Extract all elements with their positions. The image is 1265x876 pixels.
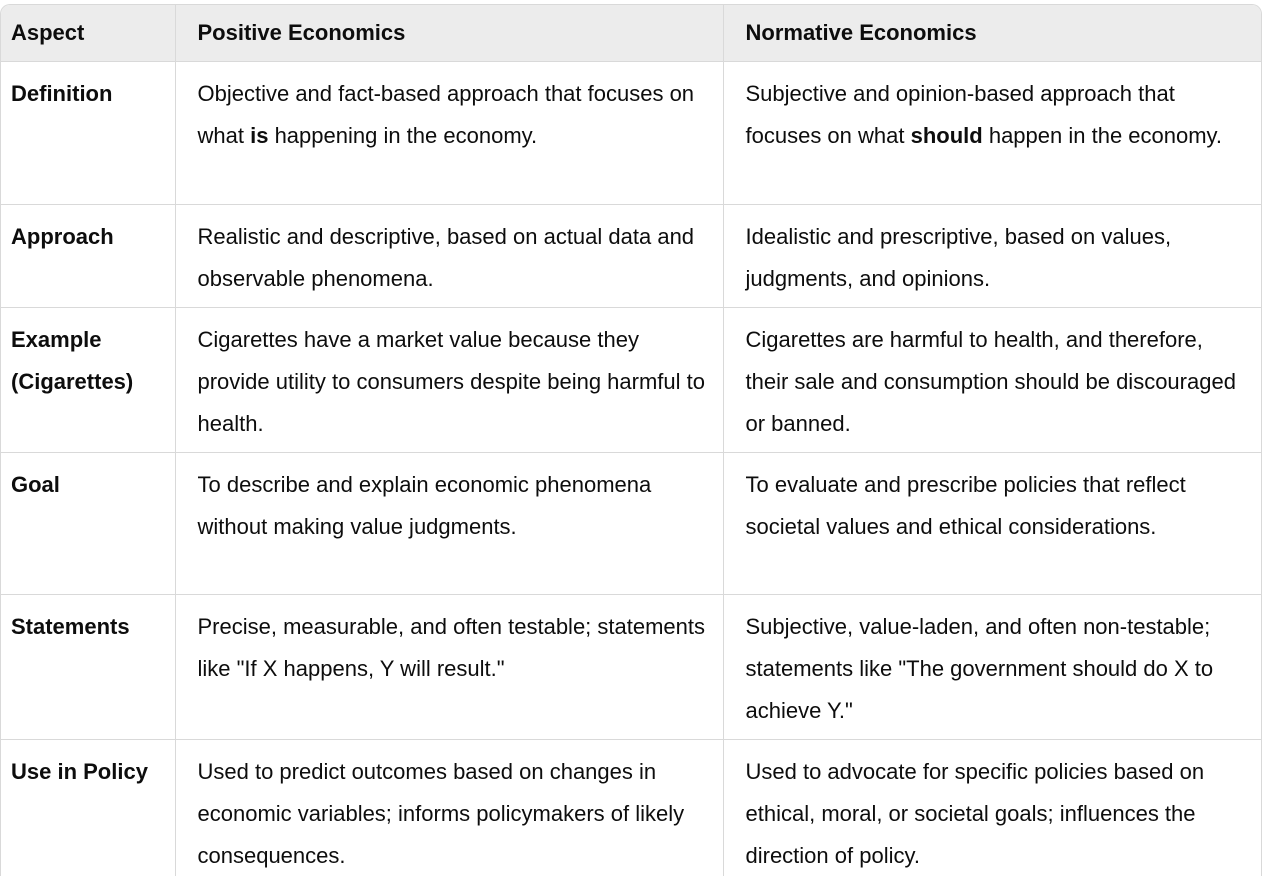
- aspect-cell: Goal: [1, 452, 175, 595]
- positive-cell: Realistic and descriptive, based on actu…: [174, 204, 723, 308]
- table-body: Definition Objective and fact-based appr…: [1, 61, 1261, 876]
- positive-cell: Precise, measurable, and often testable;…: [174, 594, 723, 740]
- positive-cell: Used to predict outcomes based on change…: [174, 739, 723, 876]
- comparison-table-container: Aspect Positive Economics Normative Econ…: [0, 4, 1262, 876]
- table-row: Approach Realistic and descriptive, base…: [1, 204, 1261, 308]
- table-row: Use in Policy Used to predict outcomes b…: [1, 739, 1261, 876]
- aspect-cell: Example (Cigarettes): [1, 307, 175, 453]
- table-row: Statements Precise, measurable, and ofte…: [1, 594, 1261, 740]
- positive-text-pre: Objective and fact-based approach that f…: [197, 80, 695, 148]
- normative-cell: Cigarettes are harmful to health, and th…: [722, 307, 1261, 453]
- normative-emphasis: should: [910, 122, 983, 148]
- header-row: Aspect Positive Economics Normative Econ…: [1, 5, 1261, 62]
- positive-cell: To describe and explain economic phenome…: [174, 452, 723, 595]
- aspect-cell: Use in Policy: [11, 758, 148, 784]
- positive-text-post: happening in the economy.: [268, 122, 538, 148]
- positive-cell: Cigarettes have a market value because t…: [174, 307, 723, 453]
- normative-cell: Idealistic and prescriptive, based on va…: [722, 204, 1261, 308]
- normative-cell: Subjective and opinion-based approach th…: [722, 61, 1261, 205]
- aspect-cell: Approach: [1, 204, 175, 308]
- normative-cell: To evaluate and prescribe policies that …: [722, 452, 1261, 595]
- aspect-cell: Definition: [1, 61, 175, 205]
- header-aspect: Aspect: [1, 5, 175, 62]
- table-row: Example (Cigarettes) Cigarettes have a m…: [1, 307, 1261, 453]
- table-header: Aspect Positive Economics Normative Econ…: [1, 5, 1261, 62]
- aspect-cell: Statements: [1, 594, 175, 740]
- positive-cell: Objective and fact-based approach that f…: [174, 61, 723, 205]
- normative-cell: Used to advocate for specific policies b…: [722, 739, 1261, 876]
- normative-cell: Subjective, value-laden, and often non-t…: [722, 594, 1261, 740]
- table-row: Goal To describe and explain economic ph…: [1, 452, 1261, 595]
- normative-text-pre: Subjective and opinion-based approach th…: [745, 80, 1175, 148]
- header-positive-economics: Positive Economics: [174, 5, 723, 62]
- comparison-table: Aspect Positive Economics Normative Econ…: [1, 5, 1261, 876]
- positive-emphasis: is: [250, 122, 269, 148]
- normative-text-post: happen in the economy.: [982, 122, 1223, 148]
- header-normative-economics: Normative Economics: [722, 5, 1261, 62]
- table-row: Definition Objective and fact-based appr…: [1, 61, 1261, 205]
